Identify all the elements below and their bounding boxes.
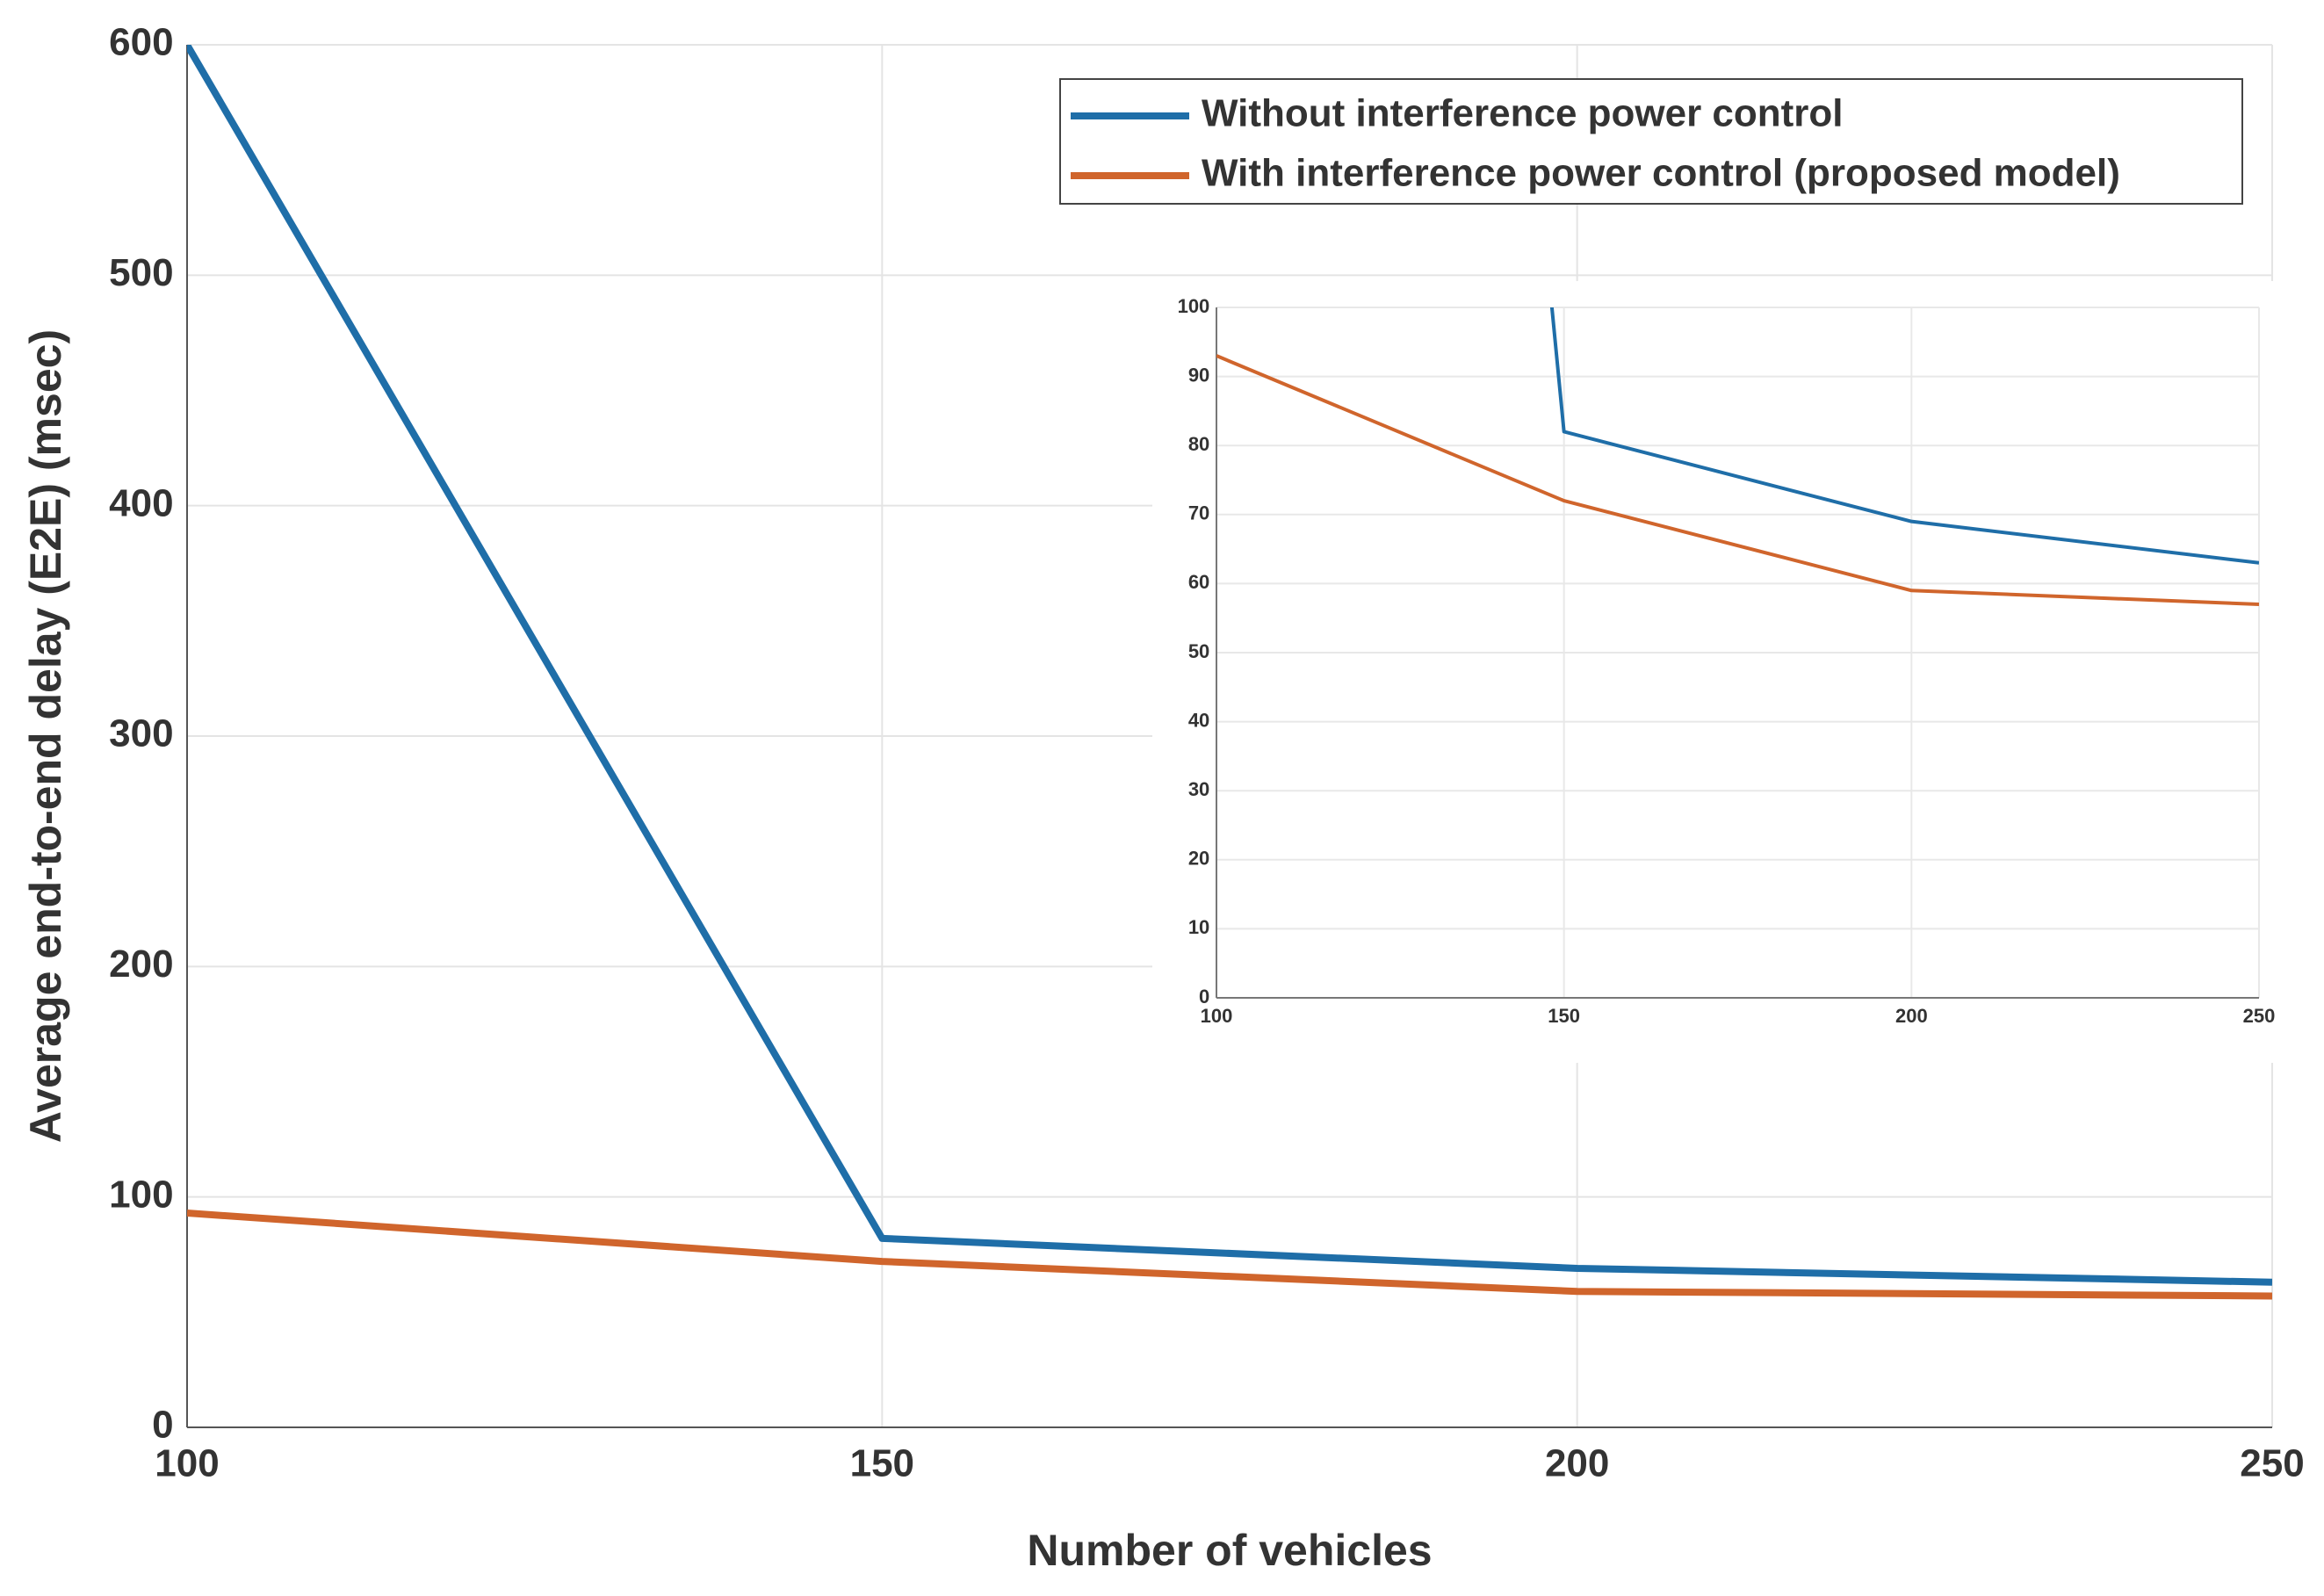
- legend-box: [1059, 78, 2243, 205]
- y-tick-label: 10: [1188, 916, 1209, 938]
- inset-background: [1152, 281, 2297, 1063]
- y-tick-label: 40: [1188, 709, 1209, 731]
- y-tick-label: 90: [1188, 364, 1209, 386]
- y-tick-label: 50: [1188, 640, 1209, 662]
- x-tick-label: 250: [2240, 1442, 2304, 1485]
- y-tick-label: 70: [1188, 502, 1209, 524]
- y-tick-label: 300: [109, 712, 173, 755]
- series-line: [187, 1210, 2272, 1300]
- y-tick-label: 30: [1188, 778, 1209, 800]
- series-line: [1216, 354, 2259, 606]
- x-tick-label: 100: [155, 1442, 219, 1485]
- y-tick-label: 600: [109, 21, 173, 64]
- y-tick-label: 20: [1188, 848, 1209, 870]
- x-tick-label: 200: [1545, 1442, 1609, 1485]
- y-tick-label: 400: [109, 481, 173, 524]
- y-tick-label: 0: [152, 1404, 173, 1447]
- y-tick-label: 200: [109, 942, 173, 986]
- y-axis-label: Average end-to-end delay (E2E) (msec): [21, 329, 70, 1143]
- y-tick-label: 100: [1178, 295, 1210, 317]
- series-line: [187, 45, 2272, 1286]
- x-axis-label: Number of vehicles: [1027, 1526, 1432, 1575]
- y-tick-label: 80: [1188, 433, 1209, 455]
- x-tick-label: 250: [2243, 1005, 2276, 1027]
- y-tick-label: 60: [1188, 571, 1209, 593]
- legend-label: Without interference power control: [1202, 92, 1844, 135]
- plot-area: [1216, 307, 2259, 606]
- x-tick-label: 150: [850, 1442, 914, 1485]
- x-tick-label: 200: [1895, 1005, 1928, 1027]
- series-line: [1549, 307, 2259, 565]
- y-tick-label: 100: [109, 1173, 173, 1216]
- y-tick-label: 0: [1199, 986, 1209, 1007]
- x-tick-label: 100: [1201, 1005, 1233, 1027]
- legend-label: With interference power control (propose…: [1202, 152, 2120, 195]
- x-tick-label: 150: [1548, 1005, 1580, 1027]
- y-tick-label: 500: [109, 251, 173, 294]
- plot-area: [187, 45, 2272, 1300]
